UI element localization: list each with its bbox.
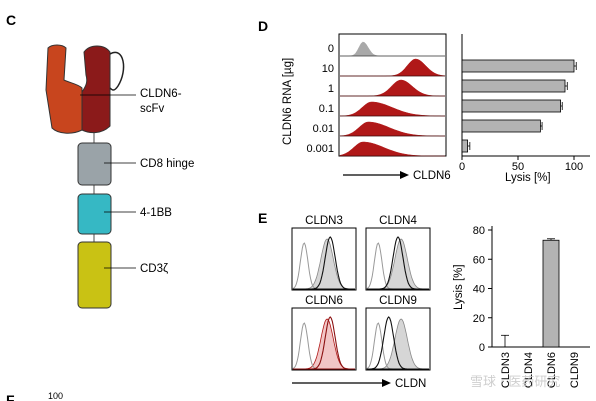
d-dose-label: 0.01 <box>313 123 334 135</box>
d-histogram-curve <box>339 141 445 157</box>
watermark-text: 雪球 · 医药研究 <box>470 375 560 390</box>
panel-c: C CLDN6- scFv CD8 hinge 4-1BB CD3ζ F 100 <box>6 12 194 401</box>
cd8-hinge-shape <box>77 142 112 186</box>
d-bars-x-tick-label: 50 <box>512 161 524 173</box>
e-stain-curve <box>367 236 429 290</box>
cd3z-shape <box>77 241 112 309</box>
d-histogram-curve <box>340 41 445 57</box>
d-lysis-bar <box>461 59 575 73</box>
e-bars-y-tick-label: 40 <box>473 284 485 296</box>
d-x-label: CLDN6 <box>413 170 451 182</box>
d-bars-x-tick-label: 100 <box>565 161 583 173</box>
e-histogram-grid: CLDN3 CLDN4 CLDN6 CLDN9 <box>291 215 431 371</box>
d-dose-label: 0.1 <box>319 103 334 115</box>
e-bars-y-label: Lysis [%] <box>453 264 465 310</box>
d-dose-label: 1 <box>328 83 334 95</box>
panel-d-letter: D <box>258 18 268 34</box>
d-dose-label: 0 <box>328 43 334 55</box>
d-dose-label: 0.001 <box>306 143 334 155</box>
e-histogram-label: CLDN3 <box>305 215 343 227</box>
panel-c-letter: C <box>6 12 16 28</box>
e-bars-y-tick-label: 80 <box>473 225 485 237</box>
e-lysis-bar <box>542 239 560 348</box>
d-histogram-curve <box>339 101 445 117</box>
panel-e: E CLDN3 CLDN4 CLDN6 CLDN9 CLDN Lysis [%] 0 2… <box>258 210 590 390</box>
e-bars-category-label: CLDN9 <box>569 352 581 388</box>
e-bars-y-tick-label: 60 <box>473 254 485 266</box>
scfv-domain <box>45 44 136 134</box>
e-histogram-label: CLDN4 <box>379 215 417 227</box>
scfv-linker <box>109 51 125 91</box>
e-x-label: CLDN <box>395 378 426 390</box>
d-lysis-bar <box>461 119 541 133</box>
d-lysis-chart: Lysis [%] 0 50 100 <box>459 34 590 184</box>
e-bars-y-tick-label: 0 <box>479 342 485 354</box>
cd8-hinge-label: CD8 hinge <box>140 158 194 170</box>
e-stain-curve <box>367 316 429 370</box>
panel-f-letter: F <box>6 392 15 401</box>
scfv-vl-shape <box>45 44 83 134</box>
d-histogram-stack <box>339 41 446 157</box>
d-arrow-head <box>400 171 409 179</box>
d-dose-labels: 0 10 1 0.1 0.01 0.001 <box>306 43 334 155</box>
cd3z-label: CD3ζ <box>140 263 168 275</box>
e-stain-curve <box>293 236 355 290</box>
e-histogram-label: CLDN6 <box>305 295 343 307</box>
e-lysis-chart: Lysis [%] 0 20 40 60 80 CLDN3 CLDN4 CLDN6 CLDN9 <box>453 225 590 388</box>
e-bars-y-tick-label: 20 <box>473 313 485 325</box>
d-lysis-bar <box>461 139 468 153</box>
4-1bb-shape <box>77 193 112 235</box>
d-bars-x-tick-label: 0 <box>459 161 465 173</box>
scfv-vh-shape <box>81 45 111 134</box>
d-lysis-bar <box>461 79 566 93</box>
rna-axis-label: CLDN6 RNA [µg] <box>282 58 294 145</box>
d-histogram-curve <box>339 121 445 137</box>
e-histogram-label: CLDN9 <box>379 295 417 307</box>
scfv-label-1: CLDN6- <box>140 88 182 100</box>
e-bars-category-label: CLDN6 <box>546 352 558 388</box>
scfv-label-2: scFv <box>140 103 165 115</box>
e-bars-category-label: CLDN3 <box>500 352 512 388</box>
panel-e-letter: E <box>258 210 267 226</box>
d-bars-x-label: Lysis [%] <box>505 172 551 184</box>
e-stain-curve <box>293 316 355 370</box>
d-histogram-curve <box>340 58 446 77</box>
d-histogram-curve <box>340 79 445 97</box>
e-bars-category-label: CLDN4 <box>523 352 535 388</box>
d-lysis-bar <box>461 99 561 113</box>
d-dose-label: 10 <box>322 63 334 75</box>
4-1bb-label: 4-1BB <box>140 207 172 219</box>
e-arrow-head <box>382 379 391 387</box>
panel-f-partial-tick: 100 <box>48 391 63 401</box>
